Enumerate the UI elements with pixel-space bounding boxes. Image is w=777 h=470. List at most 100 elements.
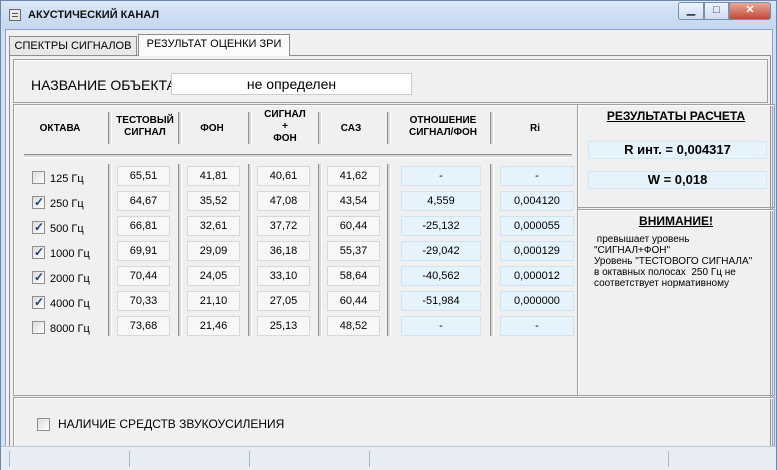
warning-line: "СИГНАЛ+ФОН" xyxy=(594,245,671,256)
header-ratio: ОТНОШЕНИЕ СИГНАЛ/ФОН xyxy=(409,115,477,138)
amplification-checkbox[interactable] xyxy=(37,418,50,431)
window-app-icon xyxy=(9,9,21,21)
octave-checkbox[interactable] xyxy=(32,171,45,184)
warning-group: ВНИМАНИЕ! превышает уровень "СИГНАЛ+ФОН"… xyxy=(577,209,775,396)
maximize-button[interactable]: □ xyxy=(704,2,729,20)
noise-value: 21,10 xyxy=(187,291,240,311)
warning-line: соответствует нормативному xyxy=(594,278,730,289)
warning-line: Уровень "ТЕСТОВОГО СИГНАЛА" xyxy=(594,256,753,267)
header-separator xyxy=(108,112,112,144)
saz-value: 60,44 xyxy=(327,291,380,311)
minimize-button[interactable]: ▁ xyxy=(678,2,704,20)
status-panel xyxy=(9,451,10,467)
ratio-value: - xyxy=(401,166,481,186)
column-separator xyxy=(108,164,112,336)
octave-checkbox[interactable] xyxy=(32,195,45,209)
warning-title: ВНИМАНИЕ! xyxy=(639,214,713,228)
ratio-value: -25,132 xyxy=(401,216,481,236)
header-separator xyxy=(490,112,494,144)
warning-line: превышает уровень xyxy=(594,234,690,245)
octave-label: 1000 Гц xyxy=(50,248,90,260)
noise-value: 21,46 xyxy=(187,316,240,336)
r-int-value: R инт. = 0,004317 xyxy=(588,141,767,159)
ratio-value: - xyxy=(401,316,481,336)
status-panel xyxy=(369,451,370,467)
title-bar[interactable]: АКУСТИЧЕСКИЙ КАНАЛ ▁ □ ✕ xyxy=(1,1,776,29)
octave-label: 4000 Гц xyxy=(50,298,90,310)
test-signal-value: 70,33 xyxy=(117,291,170,311)
results-group: РЕЗУЛЬТАТЫ РАСЧЕТА R инт. = 0,004317 W =… xyxy=(577,104,775,208)
column-separator xyxy=(387,164,391,336)
ri-value: 0,000129 xyxy=(500,241,574,261)
saz-value: 58,64 xyxy=(327,266,380,286)
ratio-value: -40,562 xyxy=(401,266,481,286)
saz-value: 48,52 xyxy=(327,316,380,336)
noise-value: 32,61 xyxy=(187,216,240,236)
noise-value: 29,09 xyxy=(187,241,240,261)
test-signal-value: 66,81 xyxy=(117,216,170,236)
ratio-value: 4,559 xyxy=(401,191,481,211)
test-signal-value: 70,44 xyxy=(117,266,170,286)
test-signal-value: 73,68 xyxy=(117,316,170,336)
header-signal-noise: СИГНАЛ + ФОН xyxy=(264,109,306,144)
close-button[interactable]: ✕ xyxy=(729,2,771,20)
octave-checkbox[interactable] xyxy=(32,270,45,284)
warning-line: в октавных полосах 250 Гц не xyxy=(594,267,736,278)
test-signal-value: 65,51 xyxy=(117,166,170,186)
octave-label: 8000 Гц xyxy=(50,323,90,335)
signal-noise-value: 40,61 xyxy=(257,166,310,186)
ratio-value: -29,042 xyxy=(401,241,481,261)
column-separator xyxy=(248,164,252,336)
noise-value: 24,05 xyxy=(187,266,240,286)
octave-checkbox[interactable] xyxy=(32,321,45,334)
header-noise: ФОН xyxy=(200,123,224,134)
signal-noise-value: 27,05 xyxy=(257,291,310,311)
tab-spectra[interactable]: СПЕКТРЫ СИГНАЛОВ xyxy=(9,36,137,55)
ratio-value: -51,984 xyxy=(401,291,481,311)
column-separator xyxy=(178,164,182,336)
octave-label: 2000 Гц xyxy=(50,273,90,285)
ri-value: 0,000012 xyxy=(500,266,574,286)
octave-label: 250 Гц xyxy=(50,198,84,210)
object-name-label: НАЗВАНИЕ ОБЪЕКТА xyxy=(31,77,176,93)
signal-noise-value: 25,13 xyxy=(257,316,310,336)
ri-value: - xyxy=(500,316,574,336)
header-ri: Ri xyxy=(530,123,540,134)
signal-noise-value: 47,08 xyxy=(257,191,310,211)
header-separator xyxy=(318,112,322,144)
status-panel xyxy=(129,451,130,467)
test-signal-value: 64,67 xyxy=(117,191,170,211)
signal-noise-value: 36,18 xyxy=(257,241,310,261)
header-saz: САЗ xyxy=(340,123,362,134)
w-value: W = 0,018 xyxy=(588,171,767,189)
octave-checkbox[interactable] xyxy=(32,220,45,234)
ri-value: - xyxy=(500,166,574,186)
status-panel xyxy=(249,451,250,467)
octave-checkbox[interactable] xyxy=(32,245,45,259)
header-separator xyxy=(248,112,252,144)
octave-label: 125 Гц xyxy=(50,173,84,185)
amplification-label: НАЛИЧИЕ СРЕДСТВ ЗВУКОУСИЛЕНИЯ xyxy=(58,417,285,431)
octave-checkbox[interactable] xyxy=(32,295,45,309)
signal-noise-value: 33,10 xyxy=(257,266,310,286)
client-area: СПЕКТРЫ СИГНАЛОВ РЕЗУЛЬТАТ ОЦЕНКИ ЗРИ НА… xyxy=(5,29,775,466)
object-group: НАЗВАНИЕ ОБЪЕКТА не определен xyxy=(13,59,768,103)
measurement-table: ОКТАВА ТЕСТОВЫЙ СИГНАЛ ФОН СИГНАЛ + ФОН … xyxy=(13,104,578,396)
noise-value: 41,81 xyxy=(187,166,240,186)
saz-value: 41,62 xyxy=(327,166,380,186)
tab-result[interactable]: РЕЗУЛЬТАТ ОЦЕНКИ ЗРИ xyxy=(138,34,290,56)
status-bar xyxy=(1,446,776,470)
results-title: РЕЗУЛЬТАТЫ РАСЧЕТА xyxy=(606,109,746,123)
ri-value: 0,004120 xyxy=(500,191,574,211)
header-octave: ОКТАВА xyxy=(39,123,81,134)
header-test-signal: ТЕСТОВЫЙ СИГНАЛ xyxy=(116,115,174,138)
result-panel: НАЗВАНИЕ ОБЪЕКТА не определен ОКТАВА ТЕС… xyxy=(9,55,775,462)
object-name-field[interactable]: не определен xyxy=(171,73,412,95)
saz-value: 55,37 xyxy=(327,241,380,261)
noise-value: 35,52 xyxy=(187,191,240,211)
saz-value: 43,54 xyxy=(327,191,380,211)
header-separator xyxy=(387,112,391,144)
column-separator xyxy=(490,164,494,336)
column-separator xyxy=(318,164,322,336)
